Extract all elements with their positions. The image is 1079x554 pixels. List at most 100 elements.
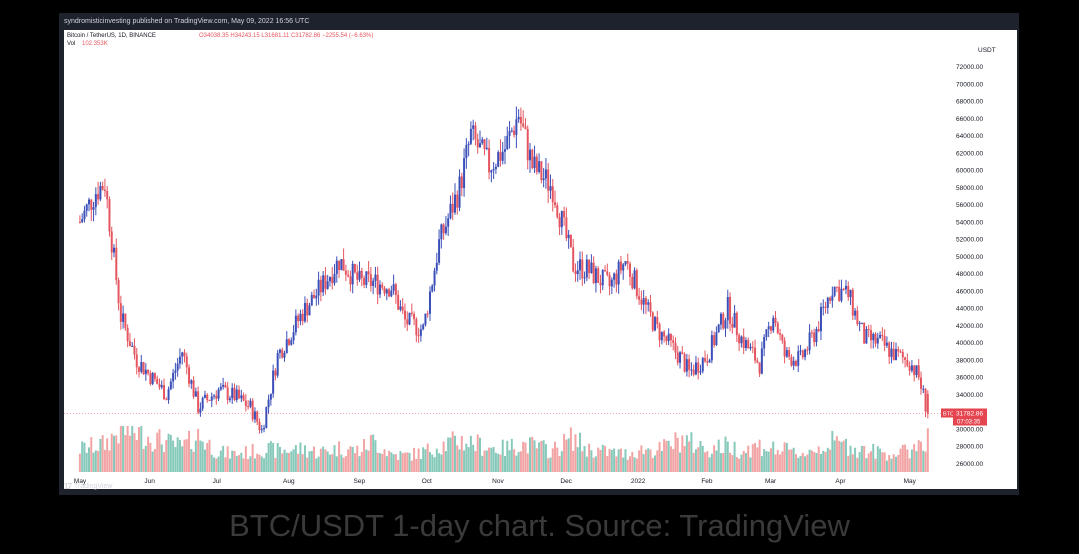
candle-body bbox=[203, 394, 206, 398]
candle-body bbox=[410, 312, 413, 314]
volume-bar bbox=[583, 446, 586, 472]
candle-body bbox=[567, 234, 570, 239]
candle-body bbox=[797, 351, 800, 366]
volume-bar bbox=[360, 451, 363, 472]
candle-body bbox=[278, 349, 281, 353]
candle-body bbox=[524, 126, 527, 130]
candle-body bbox=[444, 226, 447, 234]
candle-body bbox=[604, 270, 607, 272]
volume-bar bbox=[172, 440, 175, 472]
volume-bar bbox=[888, 455, 891, 472]
candle-body bbox=[463, 158, 466, 189]
tradingview-footer[interactable]: 17 TradingView bbox=[64, 480, 112, 494]
candle-body bbox=[117, 280, 120, 304]
volume-bar bbox=[863, 445, 866, 472]
candle-body bbox=[108, 199, 111, 232]
volume-bar bbox=[531, 436, 534, 472]
candle-body bbox=[879, 334, 882, 338]
candle-body bbox=[744, 340, 747, 349]
volume-bar bbox=[490, 447, 493, 472]
volume-bar bbox=[919, 441, 922, 472]
price-tick-label: 34000.00 bbox=[956, 392, 983, 399]
candle-body bbox=[92, 207, 95, 210]
candle-body bbox=[299, 313, 302, 322]
candle-body bbox=[824, 306, 827, 308]
candle-body bbox=[544, 169, 547, 179]
candle-body bbox=[526, 129, 529, 161]
volume-bar bbox=[235, 456, 238, 472]
volume-bar bbox=[656, 450, 659, 472]
candle-body bbox=[624, 261, 627, 265]
volume-bar bbox=[217, 456, 220, 472]
candle-body bbox=[613, 273, 616, 280]
candle-body bbox=[453, 194, 456, 213]
chart-legend: Bitcoin / TetherUS, 1D, BINANCE O34038.35… bbox=[67, 33, 373, 47]
candle-body bbox=[651, 312, 654, 331]
candle-body bbox=[378, 284, 381, 295]
volume-bar bbox=[808, 449, 811, 472]
candle-body bbox=[794, 360, 797, 366]
candle-body bbox=[919, 377, 922, 389]
volume-bar bbox=[426, 443, 429, 472]
volume-bar bbox=[326, 451, 329, 472]
volume-bar bbox=[847, 455, 850, 472]
volume-bar bbox=[788, 449, 791, 472]
candle-body bbox=[419, 329, 422, 336]
volume-bar bbox=[181, 446, 184, 472]
volume-bar bbox=[629, 456, 632, 472]
candle-body bbox=[106, 190, 109, 200]
volume-bar bbox=[190, 449, 193, 472]
candle-body bbox=[619, 261, 622, 271]
price-tick-label: 70000.00 bbox=[956, 81, 983, 88]
candle-body bbox=[131, 345, 134, 347]
candle-body bbox=[633, 270, 636, 289]
candle-body bbox=[442, 224, 445, 234]
candle-body bbox=[833, 286, 836, 296]
volume-bar bbox=[297, 453, 300, 472]
volume-bar bbox=[178, 439, 181, 472]
volume-bar bbox=[806, 454, 809, 472]
price-tick-label: 42000.00 bbox=[956, 323, 983, 330]
candle-body bbox=[799, 350, 802, 352]
candle-body bbox=[101, 185, 104, 190]
volume-bar bbox=[435, 448, 438, 472]
candle-body bbox=[685, 359, 688, 372]
ohlc-legend: O34038.35 H34243.15 L31681.11 C31782.86 … bbox=[199, 33, 373, 39]
candle-body bbox=[251, 400, 254, 420]
candle-body bbox=[492, 169, 495, 171]
candle-body bbox=[174, 370, 177, 373]
candle-body bbox=[649, 302, 652, 313]
candle-body bbox=[358, 270, 361, 280]
volume-bar bbox=[776, 449, 779, 472]
volume-bar bbox=[833, 440, 836, 472]
candle-body bbox=[822, 306, 825, 308]
price-tick-label: 52000.00 bbox=[956, 237, 983, 244]
price-tick-label: 56000.00 bbox=[956, 202, 983, 209]
candle-body bbox=[306, 303, 309, 316]
volume-bar bbox=[338, 441, 341, 472]
candle-body bbox=[265, 407, 268, 428]
candle-body bbox=[467, 143, 470, 145]
time-tick-label: Sep bbox=[354, 478, 366, 485]
candle-body bbox=[408, 312, 411, 325]
candlestick-chart[interactable]: 72000.00 70000.00 68000.00 66000.00 64000.00… bbox=[64, 30, 1017, 489]
volume-bar bbox=[476, 434, 479, 472]
volume-bar bbox=[240, 452, 243, 472]
volume-bar bbox=[913, 444, 916, 472]
tradingview-logo-icon: 17 bbox=[64, 482, 72, 491]
candle-body bbox=[533, 156, 536, 169]
candle-body bbox=[779, 333, 782, 335]
chart-canvas[interactable]: 72000.00 70000.00 68000.00 66000.00 64000.00… bbox=[64, 30, 1017, 489]
countdown-label: 07:03:35 bbox=[957, 419, 981, 425]
volume-bar bbox=[849, 445, 852, 472]
volume-bar bbox=[881, 452, 884, 472]
volume-bar bbox=[842, 440, 845, 472]
candle-body bbox=[592, 262, 595, 284]
candle-body bbox=[485, 147, 488, 150]
volume-bar bbox=[115, 435, 118, 472]
price-tick-label: 28000.00 bbox=[956, 444, 983, 451]
candle-body bbox=[574, 271, 577, 275]
candle-body bbox=[858, 323, 861, 325]
volume-bar bbox=[249, 456, 252, 472]
volume-bar bbox=[713, 445, 716, 472]
